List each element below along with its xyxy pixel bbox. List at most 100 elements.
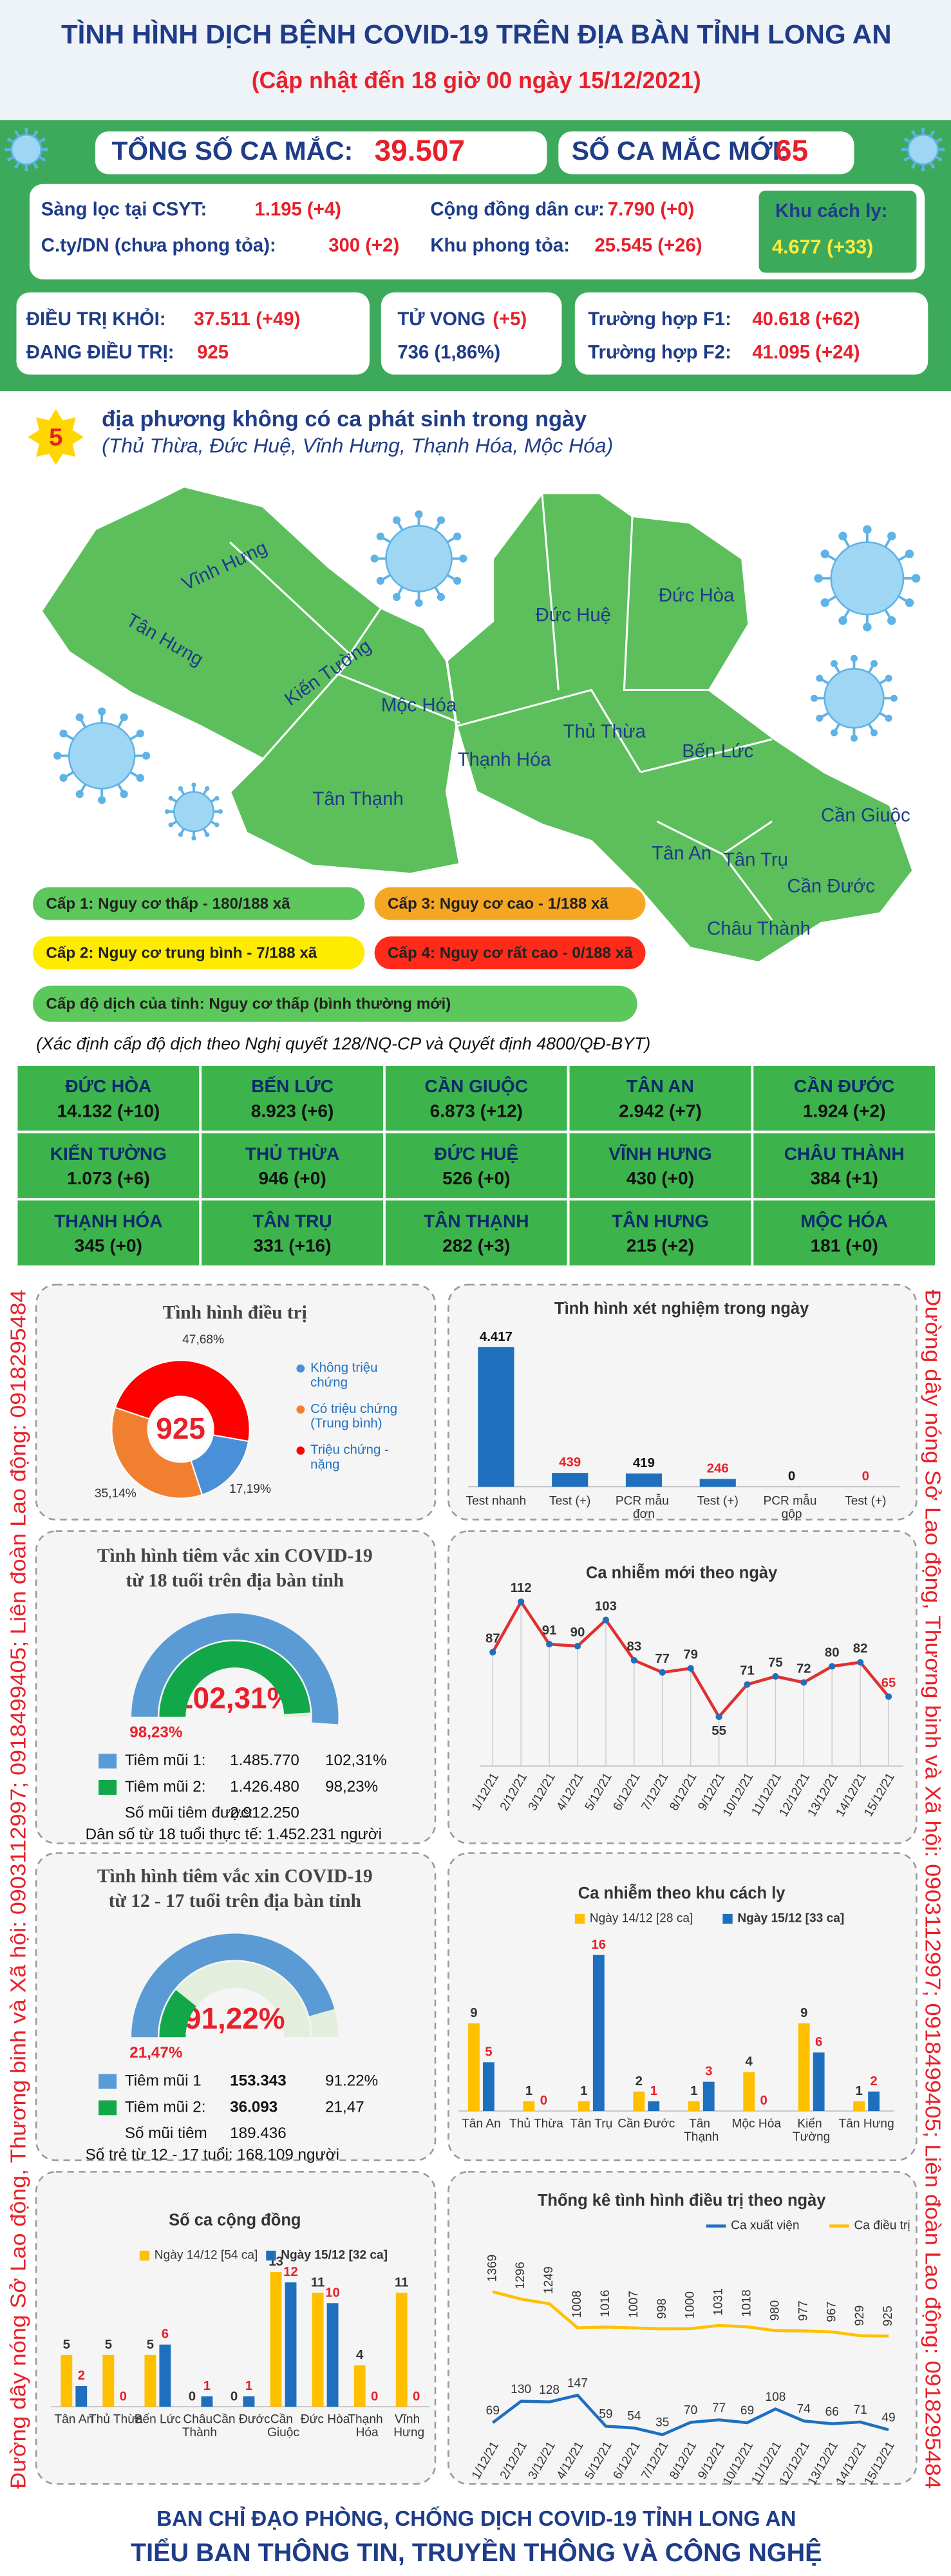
virus-tip — [459, 554, 467, 563]
district-cell — [199, 1198, 386, 1268]
virus-tip — [931, 165, 935, 169]
gauge-value: 98,23% — [129, 1724, 182, 1741]
slice-label: 35,14% — [95, 1487, 137, 1501]
source-label: Khu cách ly: — [775, 200, 887, 222]
map-label: Cần Đước — [787, 875, 875, 896]
value-label: 71 — [740, 1664, 755, 1678]
virus-tip — [885, 714, 892, 722]
value-label: 16 — [591, 1938, 606, 1952]
legend-swatch — [99, 1754, 117, 1769]
map-border — [456, 688, 642, 773]
value-label: 59 — [599, 2408, 612, 2421]
virus-body — [907, 133, 939, 166]
slice-label: 17,19% — [229, 1482, 271, 1496]
marker — [659, 1669, 666, 1676]
bar — [798, 2023, 810, 2112]
virus-tip — [904, 137, 908, 142]
slice-label: 47,68% — [182, 1333, 224, 1347]
line — [492, 2290, 889, 2338]
hotline: Đường dây nóng Sở Lao động, Thương binh … — [6, 1290, 30, 2489]
virus-tip — [191, 835, 196, 841]
virus-tip — [911, 574, 921, 583]
value-label: 0 — [189, 2389, 196, 2403]
value-label: 74 — [797, 2402, 811, 2416]
map-label: Đức Huệ — [536, 604, 611, 625]
value-label: 439 — [559, 1455, 581, 1470]
value-label: 5 — [63, 2338, 70, 2352]
marker — [744, 1681, 751, 1688]
recovered-box — [16, 292, 370, 375]
virus-tip — [218, 809, 223, 814]
sun-icon — [28, 409, 84, 465]
bar — [478, 1347, 514, 1487]
virus-tip — [911, 165, 915, 169]
virus-tip — [938, 157, 943, 162]
virus-tip — [870, 660, 878, 668]
virus-tip — [34, 130, 39, 135]
virus-tip — [178, 786, 184, 791]
dose-count: 153.343 — [230, 2072, 287, 2090]
value-label: 1 — [855, 2084, 862, 2098]
value-label: 929 — [853, 2306, 867, 2326]
district-cell — [751, 1198, 937, 1268]
chart-title: Thống kê tình hình điều trị theo ngày — [538, 2192, 826, 2210]
virus-tip — [120, 713, 128, 721]
bar — [578, 2101, 590, 2112]
panel — [447, 1283, 918, 1520]
virus-tip — [850, 734, 858, 742]
category-label: Test (+) — [549, 1495, 590, 1508]
value-label: 128 — [539, 2383, 560, 2397]
district-cell — [567, 1063, 754, 1133]
virus-body — [68, 722, 136, 790]
dose-share: 98,23% — [325, 1778, 378, 1795]
f1-label: Trường hợp F1: — [588, 308, 731, 330]
virus-icon — [165, 782, 223, 841]
bar — [592, 1955, 605, 2112]
doses-label: Số mũi tiêm — [125, 2125, 207, 2142]
source-value: 300 (+2) — [328, 234, 399, 256]
gauge-value: 102,31% — [176, 1681, 293, 1714]
marker — [574, 1643, 581, 1650]
value-label: 4.417 — [480, 1330, 513, 1344]
virus-tip — [7, 137, 11, 142]
population: Dân số từ 18 tuổi thực tế: 1.452.231 ngư… — [86, 1826, 382, 1843]
map-border — [722, 853, 773, 921]
bar — [699, 1479, 736, 1487]
gauge-arc — [131, 1613, 339, 1725]
value-label: 147 — [567, 2377, 588, 2391]
virus-tip — [75, 713, 84, 721]
value-label: 246 — [707, 1462, 729, 1476]
district-value: 384 (+1) — [811, 1168, 878, 1188]
level-pill — [33, 936, 365, 970]
bar — [144, 2354, 156, 2407]
level-pill — [374, 936, 646, 970]
chart-title: Số ca cộng đồng — [169, 2211, 301, 2230]
district-value: 6.873 (+12) — [430, 1101, 523, 1121]
map-border — [541, 493, 560, 690]
bar — [743, 2072, 755, 2112]
total-value: 39.507 — [375, 133, 465, 167]
virus-tip — [904, 157, 908, 162]
bar — [625, 1473, 663, 1487]
value-label: 2 — [636, 2074, 643, 2088]
marker — [715, 1713, 722, 1720]
marker — [546, 1640, 553, 1648]
virus-tip — [7, 157, 11, 162]
district-name: CẦN ĐƯỚC — [794, 1076, 894, 1096]
value-label: 130 — [511, 2383, 531, 2396]
bar — [270, 2272, 282, 2407]
virus-tip — [376, 576, 384, 585]
gauge-arc — [159, 1989, 197, 2038]
chart-title: Ca nhiễm mới theo ngày — [586, 1563, 778, 1582]
gauge-arc — [131, 1933, 335, 2038]
value-label: 2 — [78, 2369, 85, 2383]
category-label: Test nhanh — [466, 1495, 527, 1508]
virus-tip — [810, 694, 818, 702]
level-label: Cấp 2: Nguy cơ trung bình - 7/188 xã — [46, 944, 317, 961]
footer-line: TIỂU BAN THÔNG TIN, TRUYỀN THÔNG VÀ CÔNG… — [131, 2538, 822, 2567]
chart-title: Tình hình xét nghiệm trong ngày — [554, 1300, 809, 1318]
title: TÌNH HÌNH DỊCH BỆNH COVID-19 TRÊN ĐỊA BÀ… — [61, 18, 892, 49]
value-label: 91 — [542, 1624, 557, 1638]
